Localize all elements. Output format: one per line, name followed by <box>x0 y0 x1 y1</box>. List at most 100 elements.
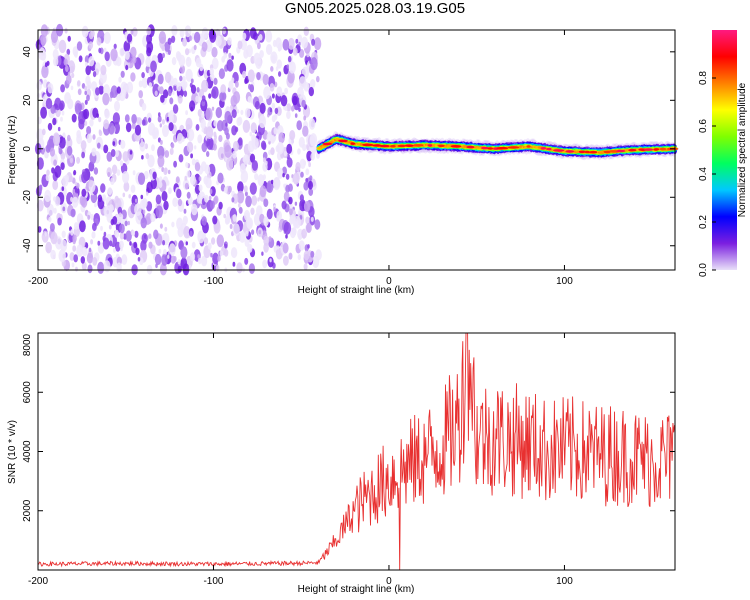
noise-blob <box>81 261 87 271</box>
noise-blob <box>269 83 275 92</box>
noise-blob <box>177 198 183 207</box>
noise-blob <box>141 77 148 89</box>
noise-blob <box>100 183 106 193</box>
noise-blob <box>244 78 248 85</box>
noise-blob <box>183 226 191 239</box>
noise-blob <box>76 41 83 51</box>
noise-blob <box>72 245 77 252</box>
noise-blob <box>73 254 78 263</box>
noise-blob <box>249 131 253 137</box>
noise-blob <box>125 64 129 71</box>
noise-blob <box>273 207 276 212</box>
snr-y-ticks: 2000 4000 6000 8000 <box>22 332 675 522</box>
noise-blob <box>171 35 176 43</box>
noise-blob <box>286 157 293 168</box>
ridge-hotspot <box>404 144 414 147</box>
noise-blob <box>97 261 105 274</box>
colorbar-tick-label: 0.4 <box>698 167 709 181</box>
noise-blob <box>45 174 50 182</box>
noise-blob <box>71 262 75 268</box>
noise-blob <box>205 107 213 121</box>
noise-blob <box>262 259 268 269</box>
noise-blob <box>127 220 130 226</box>
noise-blob <box>123 181 130 192</box>
noise-blob <box>271 102 276 109</box>
noise-blob <box>53 207 57 214</box>
noise-blob <box>224 243 228 249</box>
noise-blob <box>237 181 244 193</box>
noise-blob <box>91 147 97 157</box>
noise-blob <box>120 246 123 252</box>
spectrogram-y-axis-label: Frequency (Hz) <box>7 116 18 185</box>
noise-blob <box>230 95 238 107</box>
noise-blob <box>74 181 78 186</box>
noise-blob <box>206 136 214 150</box>
noise-blob <box>268 236 272 242</box>
noise-blob <box>50 30 59 43</box>
noise-blob <box>75 266 78 272</box>
noise-blob <box>229 224 233 229</box>
snr-x-ticks: -200 -100 0 100 <box>28 333 573 587</box>
noise-blob <box>162 124 169 137</box>
spectrogram-x-axis-label: Height of straight line (km) <box>298 285 415 296</box>
noise-blob <box>136 117 142 126</box>
noise-blob <box>262 142 267 151</box>
noise-blob <box>145 57 152 67</box>
noise-blob <box>134 198 138 203</box>
x-tick-label: 0 <box>386 576 392 587</box>
noise-blob <box>61 186 65 191</box>
noise-blob <box>301 99 306 108</box>
noise-blob <box>141 119 146 126</box>
noise-blob <box>110 48 118 62</box>
noise-blob <box>150 60 157 73</box>
noise-blob <box>38 185 43 193</box>
noise-blob <box>286 64 290 69</box>
noise-blob <box>247 69 255 83</box>
noise-blob <box>308 86 314 97</box>
noise-blob <box>286 103 292 112</box>
noise-blob <box>159 223 163 229</box>
noise-blob <box>297 254 301 261</box>
noise-blob <box>180 257 188 270</box>
noise-blob <box>97 142 101 149</box>
noise-blob <box>116 169 121 176</box>
noise-blob <box>159 263 167 276</box>
noise-blob <box>224 217 230 225</box>
noise-blob <box>185 110 189 116</box>
noise-blob <box>130 29 134 35</box>
noise-blob <box>169 97 174 105</box>
noise-blob <box>120 139 126 149</box>
noise-blob <box>92 71 97 78</box>
noise-blob <box>130 184 136 193</box>
noise-blob <box>201 112 205 119</box>
noise-blob <box>297 86 304 99</box>
noise-blob <box>61 175 69 187</box>
noise-blob <box>303 26 309 36</box>
noise-blob <box>66 145 73 156</box>
noise-blob <box>169 80 174 87</box>
noise-blob <box>76 244 84 257</box>
noise-blob <box>184 182 189 190</box>
noise-blob <box>295 38 299 44</box>
noise-blob <box>96 37 102 46</box>
noise-blobs <box>34 23 322 276</box>
noise-blob <box>273 113 278 121</box>
noise-blob <box>107 171 111 178</box>
noise-blob <box>41 65 49 79</box>
ridge-hotspot <box>379 144 390 148</box>
noise-blob <box>72 46 79 57</box>
noise-blob <box>177 259 181 265</box>
noise-blob <box>49 223 55 232</box>
noise-blob <box>110 177 115 186</box>
noise-blob <box>191 203 198 216</box>
noise-blob <box>236 109 240 114</box>
noise-blob <box>62 132 66 138</box>
noise-blob <box>283 221 292 235</box>
noise-blob <box>309 133 318 147</box>
noise-blob <box>257 174 265 187</box>
noise-blob <box>251 134 256 143</box>
y-tick-label: 4000 <box>22 440 33 463</box>
noise-blob <box>246 219 253 229</box>
noise-blob <box>161 119 165 125</box>
noise-blob <box>244 107 251 118</box>
